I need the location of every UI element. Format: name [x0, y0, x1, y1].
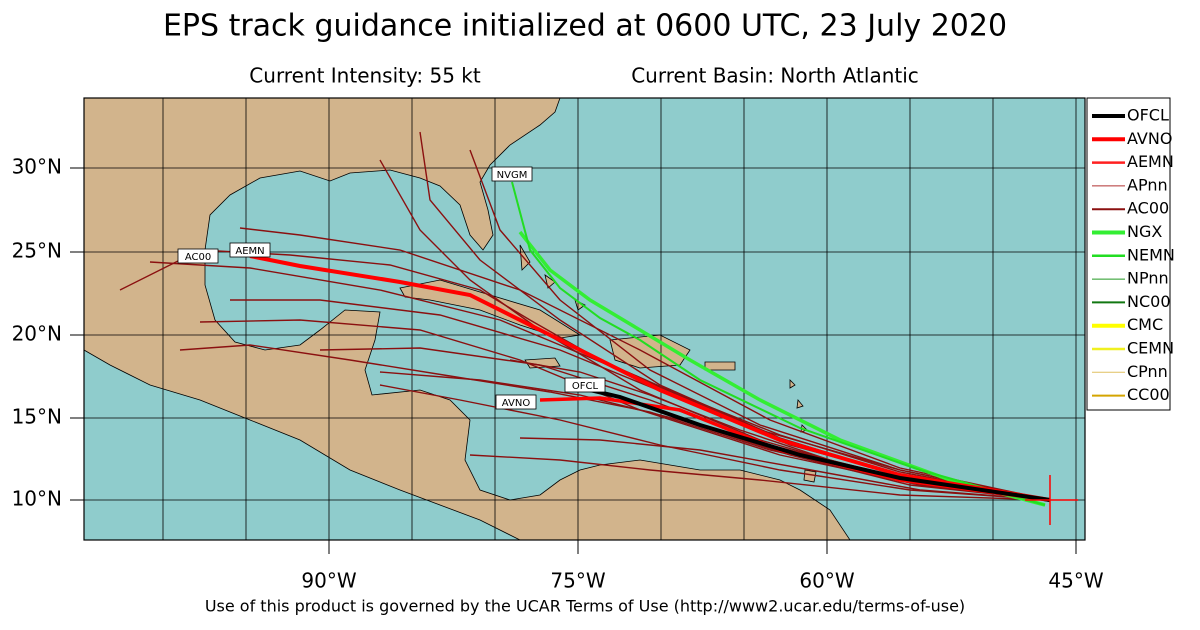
ensemble-track [469, 149, 1051, 501]
ensemble-track [239, 227, 1051, 501]
track-label: AVNO [502, 398, 531, 409]
graticule [84, 98, 1085, 540]
basin: Current Basin: North Atlantic [631, 64, 919, 88]
main-track [249, 254, 1051, 502]
track-label: NVGM [497, 170, 528, 181]
main-track [589, 388, 1051, 502]
intensity: Current Intensity: 55 kt [249, 64, 481, 88]
ensemble-track [379, 384, 1051, 501]
lat-label: 15°N [12, 405, 62, 429]
lon-label: 60°W [799, 569, 854, 593]
title: EPS track guidance initialized at 0600 U… [163, 9, 1007, 44]
ensemble-track [149, 261, 1051, 501]
terms: Use of this product is governed by the U… [205, 597, 965, 616]
legend-label: APnn [1127, 175, 1168, 194]
legend-label: NPnn [1127, 269, 1169, 288]
lat-label: 25°N [12, 239, 62, 263]
puerto-rico [704, 361, 736, 371]
ensemble-track [469, 454, 1051, 501]
legend-label: CPnn [1127, 362, 1168, 381]
legend-label: CMC [1127, 315, 1163, 334]
land-north-america [84, 98, 851, 540]
track-label: AC00 [185, 252, 211, 263]
lat-label: 30°N [12, 155, 62, 179]
track-labels: NVGM AC00 AEMN OFCL AVNO [177, 166, 606, 410]
track-label-box [491, 166, 533, 182]
lat-label: 10°N [12, 487, 62, 511]
lon-label: 75°W [550, 569, 605, 593]
track-label: OFCL [572, 381, 599, 392]
legend-label: AVNO [1127, 129, 1172, 148]
legend-label: CEMN [1127, 339, 1174, 358]
legend-label: NGX [1127, 222, 1162, 241]
legend-label: NC00 [1127, 292, 1171, 311]
track-label: AEMN [235, 246, 264, 257]
legend: OFCL AVNO AEMN APnn AC00 NGX NEMN NPnn NC00 CMC CE… [1092, 106, 1175, 404]
map-frame [83, 97, 1086, 541]
track-label-box [229, 242, 271, 258]
axes: 30°N 25°N 20°N 15°N 10°N 90°W 75°W 60°W 45°W [12, 155, 1104, 593]
legend-label: AC00 [1127, 199, 1169, 218]
tracks [119, 131, 1051, 507]
bahamas [519, 244, 586, 311]
lesser-antilles [789, 379, 817, 483]
legend-box [1086, 97, 1171, 411]
legend-label: NEMN [1127, 245, 1175, 264]
map: NVGM AC00 AEMN OFCL AVNO [84, 98, 1085, 540]
legend-label: OFCL [1127, 106, 1169, 125]
main-track [511, 181, 1046, 506]
track-label-box [495, 394, 537, 410]
ensemble-track [519, 437, 1051, 501]
track-label-box [177, 248, 219, 264]
lon-label: 90°W [301, 569, 356, 593]
legend-label: CC00 [1127, 385, 1170, 404]
track-label-box [564, 377, 606, 393]
legend-label: AEMN [1127, 152, 1174, 171]
lat-label: 20°N [12, 322, 62, 346]
lon-label: 45°W [1048, 569, 1103, 593]
